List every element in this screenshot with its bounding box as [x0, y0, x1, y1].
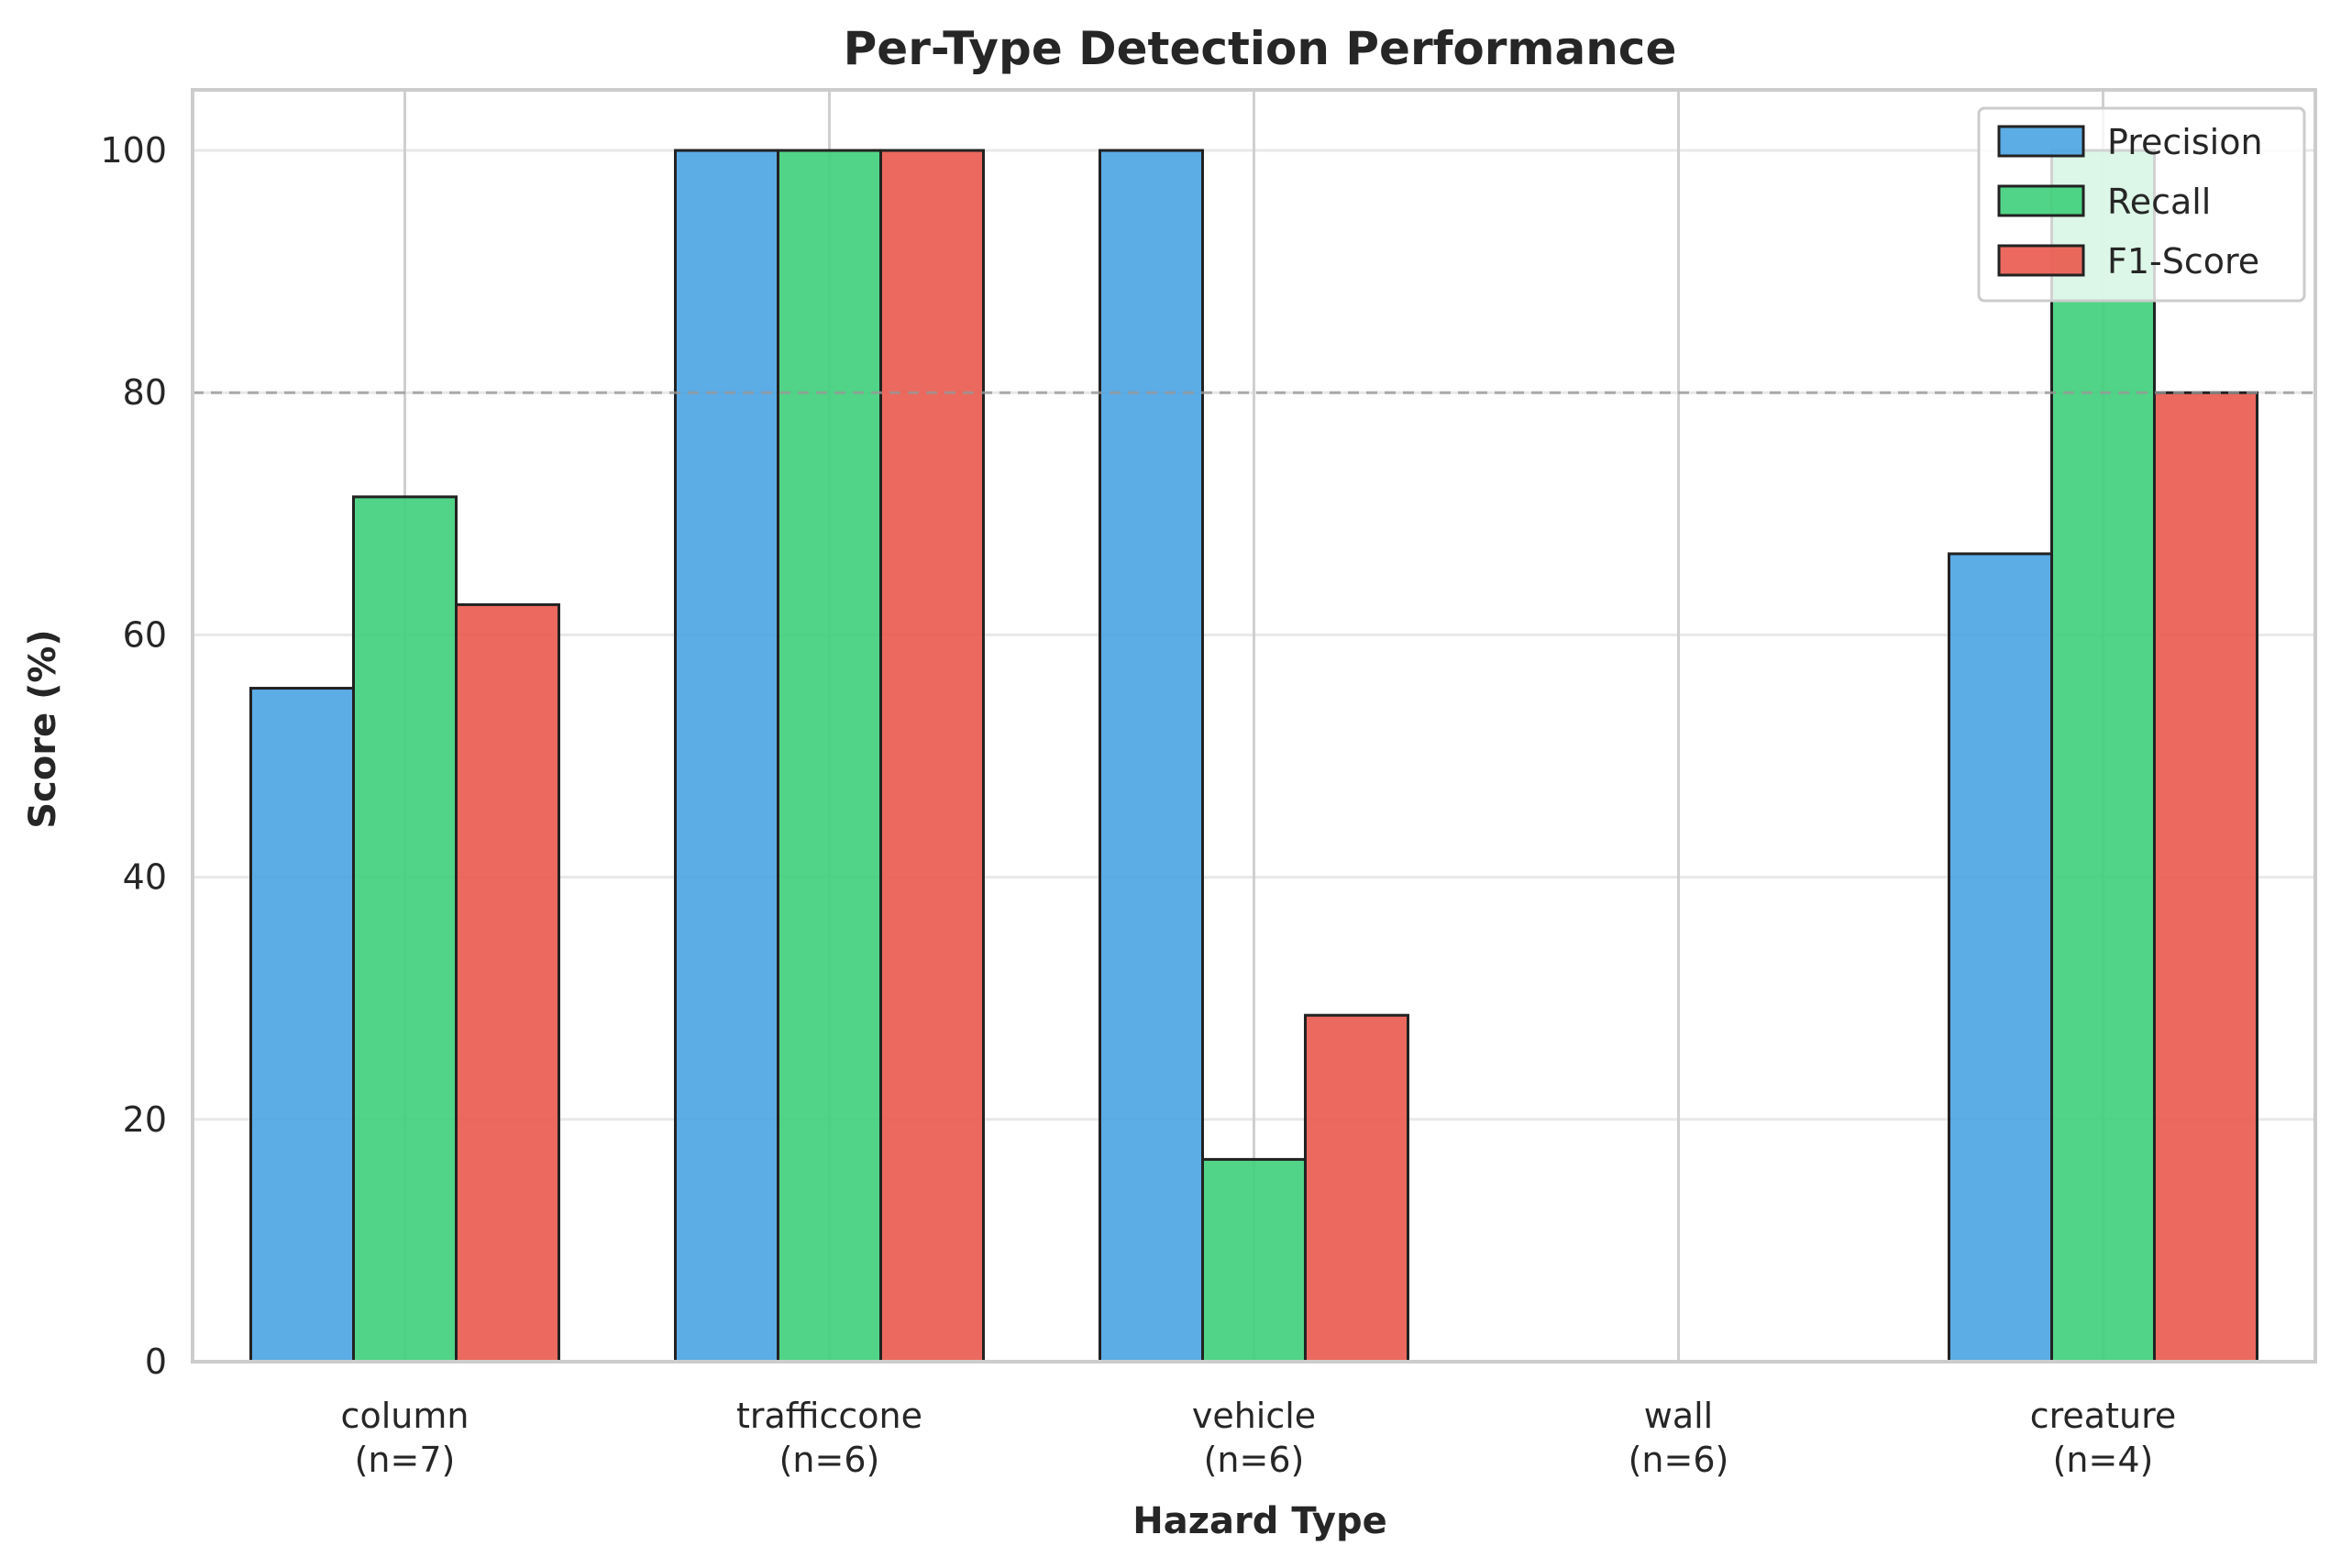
legend-label-f1-score: F1-Score: [2107, 241, 2259, 282]
legend-label-precision: Precision: [2107, 122, 2263, 162]
y-tick-label: 100: [100, 130, 167, 171]
bar-recall-column: [352, 495, 458, 1364]
bar-f1-score-creature: [2153, 391, 2258, 1364]
y-axis-title: Score (%): [22, 629, 64, 828]
plot-frame: [191, 88, 2317, 1364]
bar-f1-score-vehicle: [1304, 1013, 1409, 1364]
bar-f1-score-column: [455, 602, 560, 1364]
bar-recall-vehicle: [1201, 1157, 1307, 1364]
bar-recall-creature: [2050, 149, 2156, 1364]
x-tick-count-label: (n=6): [779, 1440, 880, 1480]
chart-title: Per-Type Detection Performance: [844, 22, 1677, 75]
bars-layer: [249, 149, 2258, 1364]
legend-swatch-recall: [1997, 184, 2085, 217]
y-tick-label: 40: [123, 857, 167, 898]
bar-precision-creature: [1948, 552, 2053, 1364]
y-tick-label: 20: [123, 1099, 167, 1140]
plot-frame-layer: [191, 88, 2317, 1364]
tick-labels-layer: 020406080100column(n=7)trafficcone(n=6)v…: [100, 130, 2176, 1480]
x-tick-label: vehicle: [1192, 1396, 1316, 1436]
x-axis-title: Hazard Type: [1132, 1500, 1386, 1542]
bar-precision-trafficcone: [674, 149, 779, 1364]
legend: Precision Recall F1-Score: [1977, 106, 2306, 303]
x-tick-label: creature: [2030, 1396, 2177, 1436]
x-tick-label: wall: [1644, 1396, 1713, 1436]
x-tick-label: column: [341, 1396, 469, 1436]
bar-precision-column: [249, 687, 355, 1364]
x-tick-label: trafficcone: [736, 1396, 922, 1436]
legend-label-recall: Recall: [2107, 182, 2211, 222]
y-tick-label: 60: [123, 614, 167, 655]
bar-recall-trafficcone: [777, 149, 882, 1364]
bar-f1-score-trafficcone: [879, 149, 985, 1364]
x-tick-count-label: (n=7): [355, 1440, 456, 1480]
bar-precision-vehicle: [1099, 149, 1204, 1364]
x-tick-count-label: (n=6): [1204, 1440, 1305, 1480]
x-tick-count-label: (n=4): [2053, 1440, 2154, 1480]
y-tick-label: 0: [145, 1342, 167, 1382]
legend-swatch-precision: [1997, 125, 2085, 158]
legend-swatch-f1-score: [1997, 244, 2085, 277]
y-tick-label: 80: [123, 372, 167, 413]
x-tick-count-label: (n=6): [1629, 1440, 1729, 1480]
